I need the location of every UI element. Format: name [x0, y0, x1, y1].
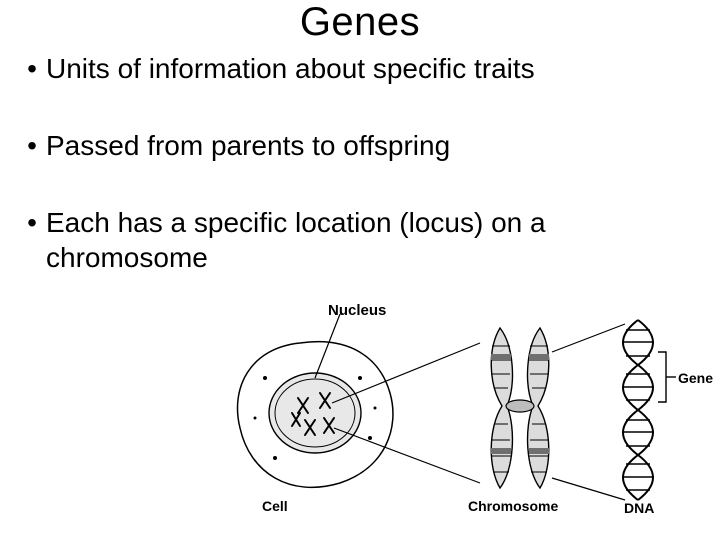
bullet-text: Passed from parents to offspring — [46, 128, 702, 163]
bullet-dot-icon: • — [18, 128, 46, 163]
dna-group — [622, 320, 676, 500]
cell-group — [238, 314, 481, 487]
cell-label: Cell — [262, 498, 288, 514]
bullet-dot-icon: • — [18, 51, 46, 86]
bullet-item: • Units of information about specific tr… — [18, 51, 702, 86]
chromosome-label: Chromosome — [468, 498, 558, 514]
bullet-list: • Units of information about specific tr… — [18, 51, 702, 275]
diagram-svg — [220, 308, 690, 518]
bullet-text: Units of information about specific trai… — [46, 51, 702, 86]
nucleus-label: Nucleus — [328, 302, 386, 319]
slide: Genes • Units of information about speci… — [0, 0, 720, 540]
slide-title: Genes — [18, 0, 702, 45]
bullet-text: Each has a specific location (locus) on … — [46, 205, 702, 275]
chromosome-group — [491, 324, 625, 500]
dna-label: DNA — [624, 500, 654, 516]
genes-diagram: Nucleus Cell Chromosome DNA Gene — [220, 308, 690, 518]
gene-label: Gene — [678, 370, 713, 386]
bullet-item: • Each has a specific location (locus) o… — [18, 205, 702, 275]
bullet-item: • Passed from parents to offspring — [18, 128, 702, 163]
bullet-dot-icon: • — [18, 205, 46, 240]
